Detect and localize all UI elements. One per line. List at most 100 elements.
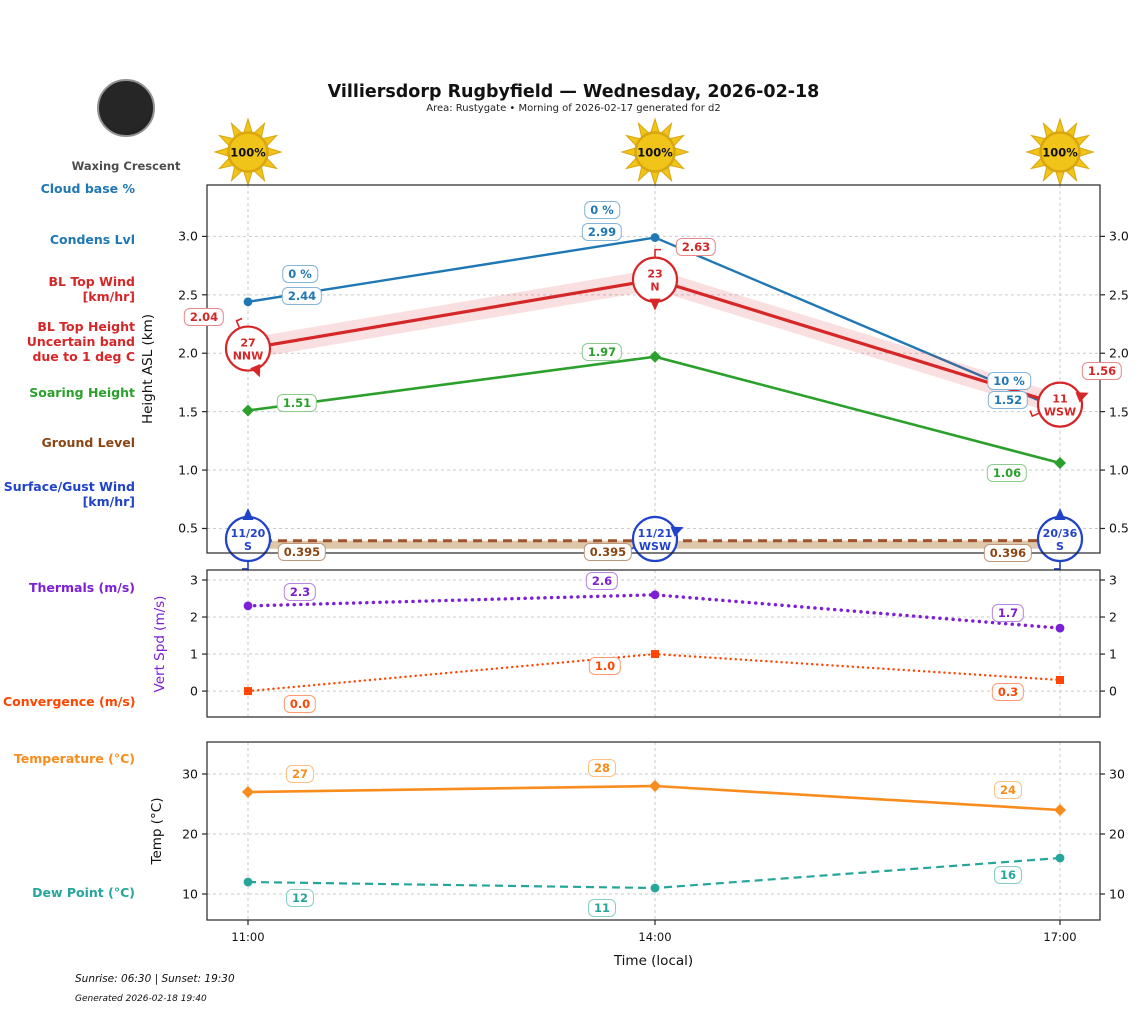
sun-icon: 100% <box>213 117 283 187</box>
xtick-label: 11:00 <box>231 930 265 944</box>
temp-ytick-label-left: 10 <box>182 886 198 902</box>
height-ylabel: Height ASL (km) <box>140 313 156 425</box>
vertspd-ytick-label-right: 3 <box>1109 572 1117 588</box>
moon-phase-label: Waxing Crescent <box>71 159 181 173</box>
temperature-marker <box>649 779 661 792</box>
height-ytick-label-left: 2.0 <box>178 345 198 361</box>
vertspd-ytick-label-left: 2 <box>190 609 198 625</box>
height-ytick-label-right: 2.5 <box>1109 287 1129 303</box>
legend-dew-point: Dew Point (°C) <box>3 885 135 900</box>
temperature-value-label: 24 <box>993 780 1023 799</box>
soaring-value-label: 1.51 <box>276 394 318 413</box>
bl-top-wind-marker-dir: WSW <box>1044 406 1076 419</box>
legend-soaring-height-line: Soaring Height <box>29 384 135 400</box>
vertspd-ytick-label-left: 1 <box>190 646 198 662</box>
condens-lvl-marker <box>650 233 660 242</box>
bl-top-wind-marker-dir: NNW <box>233 350 264 363</box>
legend-bl-top-height-line: BL Top Height <box>37 318 135 334</box>
soaring-value-label: 1.97 <box>581 342 623 361</box>
bl-top-uncertainty-band <box>248 269 1060 416</box>
vertspd-ytick-label-right: 2 <box>1109 609 1117 625</box>
generated-note: Generated 2026-02-18 19:40 <box>75 994 207 1004</box>
height-ytick-label-right: 0.5 <box>1109 520 1129 536</box>
convergence-value-label: 1.0 <box>588 657 622 676</box>
surface-wind-wind-marker-arrow <box>1054 507 1066 520</box>
condens-lvl-value-label: 2.44 <box>281 286 323 305</box>
surface-wind-wind-marker-speed: 20/36 <box>1043 527 1078 540</box>
bl-top-wind-marker-speed: 11 <box>1052 393 1067 406</box>
legend-bl-top-height: BL Top Height Uncertain band due to 1 deg … <box>3 319 135 364</box>
convergence-marker <box>651 650 659 659</box>
vertspd-ytick-label-left: 3 <box>190 572 198 588</box>
temperature-marker <box>242 785 254 798</box>
thermals-value-label: 1.7 <box>991 604 1025 623</box>
legend-cloud-base: Cloud base % <box>3 181 135 196</box>
condens-lvl-value-label: 2.99 <box>581 222 623 241</box>
legend-surface-wind: Surface/Gust Wind [km/hr] <box>3 479 135 509</box>
bl-top-wind-marker-dir: N <box>650 281 659 294</box>
legend-ground-level: Ground Level <box>3 435 135 450</box>
convergence-marker <box>1056 675 1064 684</box>
page-subtitle: Area: Rustygate • Morning of 2026-02-17 … <box>426 103 721 114</box>
height-ytick-label-left: 2.5 <box>178 287 198 303</box>
height-ytick-label-left: 0.5 <box>178 520 198 536</box>
xaxis-label: Time (local) <box>613 953 694 969</box>
temperature-value-label: 27 <box>285 764 315 783</box>
surface-wind-wind-marker-circle <box>631 515 679 563</box>
legend-thermals-line: Thermals (m/s) <box>28 579 135 595</box>
bl-top-value-label: 1.56 <box>1081 361 1123 380</box>
convergence-line <box>246 652 1062 693</box>
temp-ytick-label-left: 30 <box>182 766 198 782</box>
soaring-marker <box>1054 457 1066 470</box>
legend-cloud-base-line: Cloud base % <box>40 180 135 196</box>
height-ytick-label-left: 1.0 <box>178 462 198 478</box>
legend-bl-top-height-line: due to 1 deg C <box>32 348 135 364</box>
cloud-base-pct-label: 0 % <box>282 264 318 283</box>
ground-value-label: 0.395 <box>277 542 327 561</box>
legend-temperature-line: Temperature (°C) <box>13 750 135 766</box>
bl-top-wind-marker-arrow <box>250 364 261 378</box>
thermals-line <box>246 593 1062 630</box>
temp-ytick-label-right: 30 <box>1109 766 1125 782</box>
surface-wind-wind-marker-arrow <box>670 526 684 537</box>
convergence-marker <box>244 687 252 696</box>
bl-top-value-label: 2.04 <box>183 307 225 326</box>
condens-lvl-marker <box>243 297 253 307</box>
legend-thermals: Thermals (m/s) <box>3 580 135 595</box>
thermals-value-label: 2.6 <box>585 571 619 590</box>
dew-point-line <box>247 856 1061 890</box>
ground-value-label: 0.396 <box>983 543 1033 562</box>
vertspd-ylabel: Vert Spd (m/s) <box>152 595 168 692</box>
thermals-value-label: 2.3 <box>283 582 317 601</box>
vertspd-ytick-label-right: 0 <box>1109 683 1117 699</box>
surface-wind-wind-marker: 11/20S <box>224 507 272 570</box>
height-ytick-label-right: 1.0 <box>1109 462 1129 478</box>
legend-surface-wind-line: Surface/Gust Wind <box>3 479 135 494</box>
surface-wind-wind-marker-arrow <box>242 507 254 520</box>
soaring-marker <box>242 404 254 417</box>
surface-wind-wind-marker: 20/36S <box>1036 507 1084 570</box>
thermals-marker <box>243 601 253 611</box>
surface-wind-wind-marker-tail <box>242 560 249 570</box>
legend-bl-top-wind-line: BL Top Wind <box>48 274 135 289</box>
temperature-marker <box>1054 803 1066 816</box>
condens-lvl-value-label: 1.52 <box>987 391 1029 410</box>
surface-wind-wind-marker-speed: 11/21 <box>638 527 673 540</box>
vertspd-panel-border <box>206 569 1101 718</box>
bl-top-wind-marker-tail <box>235 317 243 329</box>
moon-phase-icon <box>97 79 155 137</box>
surface-wind-wind-marker-dir: S <box>244 540 252 553</box>
legend-surface-wind-line: [km/hr] <box>82 494 135 509</box>
height-ytick-label-left: 3.0 <box>178 228 198 244</box>
page-title: Villiersdorp Rugbyfield — Wednesday, 202… <box>327 82 820 102</box>
soaring-value-label: 1.06 <box>986 464 1028 483</box>
bl-top-wind-marker: 23N <box>631 248 679 311</box>
legend-dew-point-line: Dew Point (°C) <box>32 884 135 900</box>
legend-temperature: Temperature (°C) <box>3 751 135 766</box>
xtick-label: 17:00 <box>1043 930 1077 944</box>
